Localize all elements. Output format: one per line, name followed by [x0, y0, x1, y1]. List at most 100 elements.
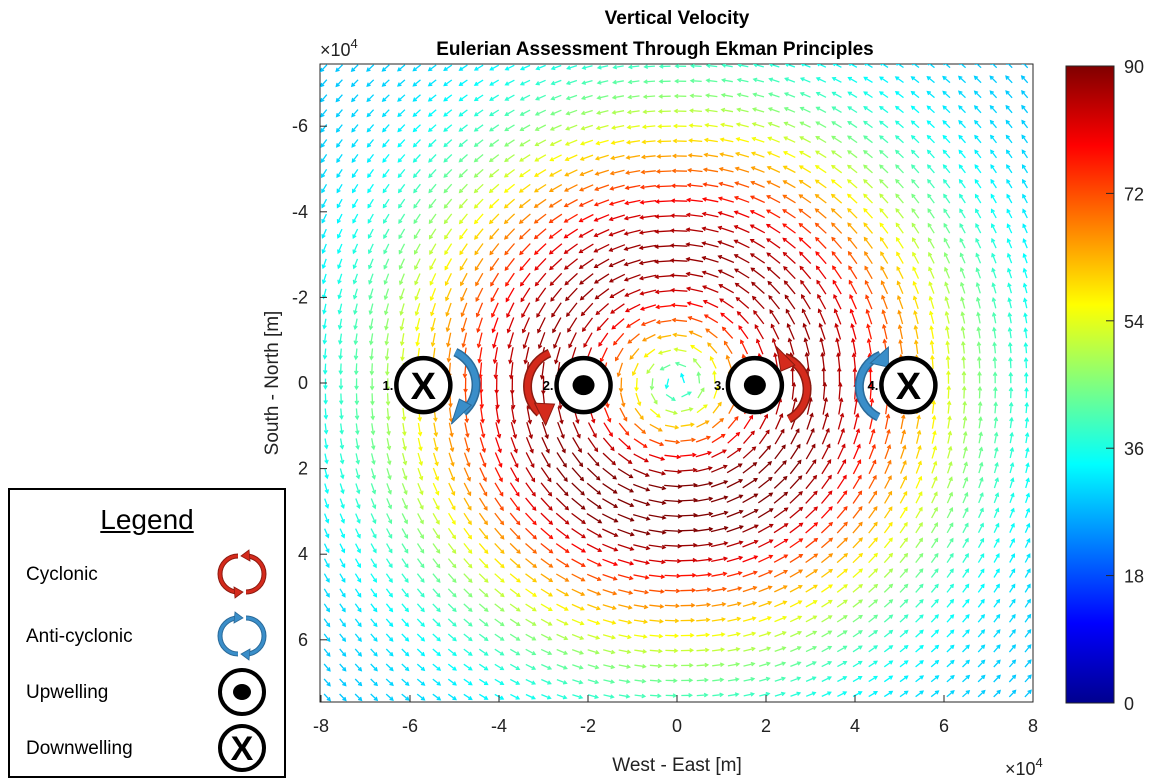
velocity-arrowhead: [1026, 537, 1031, 543]
velocity-arrow: [978, 477, 983, 489]
velocity-arrowhead: [381, 97, 387, 102]
velocity-arrow: [1007, 268, 1013, 279]
velocity-arrow: [695, 467, 712, 473]
velocity-arrow: [742, 601, 757, 608]
velocity-arrow: [633, 483, 650, 491]
velocity-arrowhead: [733, 254, 739, 259]
velocity-arrowhead: [535, 65, 541, 71]
velocity-arrow: [474, 198, 484, 209]
velocity-arrow: [612, 95, 625, 99]
velocity-arrowhead: [979, 476, 984, 482]
velocity-arrowhead: [581, 327, 587, 333]
velocity-arrowhead: [533, 203, 539, 208]
velocity-arrowhead: [798, 237, 804, 242]
velocity-arrowhead: [687, 168, 692, 173]
velocity-arrowhead: [657, 663, 663, 669]
velocity-arrowhead: [579, 141, 585, 146]
velocity-arrowhead: [533, 172, 539, 177]
velocity-arrowhead: [444, 250, 449, 256]
velocity-arrowhead: [1006, 267, 1012, 273]
velocity-arrowhead: [864, 251, 869, 256]
velocity-arrow: [462, 332, 468, 347]
velocity-arrowhead: [352, 279, 358, 285]
velocity-arrowhead: [339, 459, 345, 465]
velocity-arrow: [1024, 553, 1031, 563]
velocity-arrowhead: [366, 67, 371, 72]
velocity-arrow: [976, 283, 981, 294]
velocity-arrow: [820, 338, 826, 355]
velocity-arrow: [534, 198, 547, 208]
velocity-arrowhead: [366, 158, 372, 163]
velocity-arrow: [962, 644, 970, 653]
velocity-arrow: [417, 452, 423, 465]
velocity-arrow: [769, 92, 780, 98]
velocity-arrowhead: [705, 328, 710, 333]
velocity-arrow: [702, 256, 719, 263]
velocity-arrow: [519, 213, 531, 224]
velocity-arrow: [447, 558, 457, 568]
velocity-arrowhead: [625, 155, 631, 160]
velocity-arrow: [448, 422, 453, 437]
velocity-arrow: [540, 482, 552, 497]
velocity-arrow: [927, 208, 935, 219]
velocity-arrowhead: [992, 356, 998, 362]
velocity-arrowhead: [767, 280, 772, 286]
velocity-arrowhead: [404, 548, 409, 554]
velocity-arrow: [665, 393, 676, 401]
velocity-arrowhead: [943, 208, 948, 213]
velocity-arrowhead: [337, 340, 343, 345]
velocity-arrowhead: [768, 476, 773, 482]
velocity-arrowhead: [488, 111, 494, 117]
velocity-arrow: [428, 198, 437, 209]
velocity-arrowhead: [879, 178, 884, 184]
x-axis-label: West - East [m]: [612, 755, 742, 776]
velocity-arrowhead: [325, 533, 330, 539]
velocity-arrow: [702, 227, 719, 233]
velocity-arrow: [525, 543, 537, 554]
velocity-arrow: [800, 92, 811, 98]
velocity-arrowhead: [623, 246, 629, 251]
velocity-arrow: [417, 422, 422, 436]
velocity-arrow: [582, 94, 593, 100]
velocity-arrow: [1009, 357, 1012, 369]
velocity-arrowhead: [467, 520, 472, 526]
velocity-arrow: [852, 630, 863, 638]
velocity-arrow: [895, 120, 904, 129]
velocity-arrow: [353, 273, 359, 284]
velocity-arrowhead: [503, 188, 509, 193]
velocity-arrow: [868, 675, 878, 683]
velocity-arrowhead: [944, 266, 949, 272]
velocity-arrowhead: [918, 475, 923, 481]
velocity-arrowhead: [687, 315, 693, 321]
velocity-arrow: [525, 527, 537, 540]
velocity-arrowhead: [947, 415, 952, 421]
velocity-arrow: [628, 95, 640, 99]
velocity-arrow: [978, 432, 982, 444]
velocity-arrowhead: [495, 419, 501, 425]
velocity-arrow: [693, 358, 702, 369]
velocity-arrow: [800, 107, 811, 113]
velocity-arrowhead: [531, 492, 536, 497]
velocity-arrow: [525, 558, 537, 568]
velocity-arrow: [587, 437, 598, 452]
velocity-arrowhead: [842, 490, 848, 495]
velocity-arrowhead: [1022, 193, 1027, 199]
velocity-arrow: [800, 64, 811, 68]
velocity-arrowhead: [863, 207, 868, 213]
y-tick-label: 0: [298, 373, 308, 393]
velocity-arrowhead: [657, 693, 662, 699]
velocity-arrowhead: [690, 422, 695, 428]
velocity-arrowhead: [340, 519, 345, 524]
velocity-arrowhead: [949, 568, 954, 573]
velocity-arrowhead: [643, 619, 649, 625]
velocity-arrow: [610, 288, 625, 298]
velocity-arrowhead: [706, 435, 712, 441]
velocity-arrow: [464, 437, 470, 452]
velocity-arrow: [477, 332, 483, 348]
velocity-arrowhead: [549, 265, 554, 271]
velocity-arrow: [960, 282, 966, 294]
velocity-arrow: [895, 91, 904, 99]
velocity-arrow: [443, 183, 453, 193]
velocity-arrow: [444, 243, 453, 255]
upwelling-dot-icon: [743, 375, 766, 396]
